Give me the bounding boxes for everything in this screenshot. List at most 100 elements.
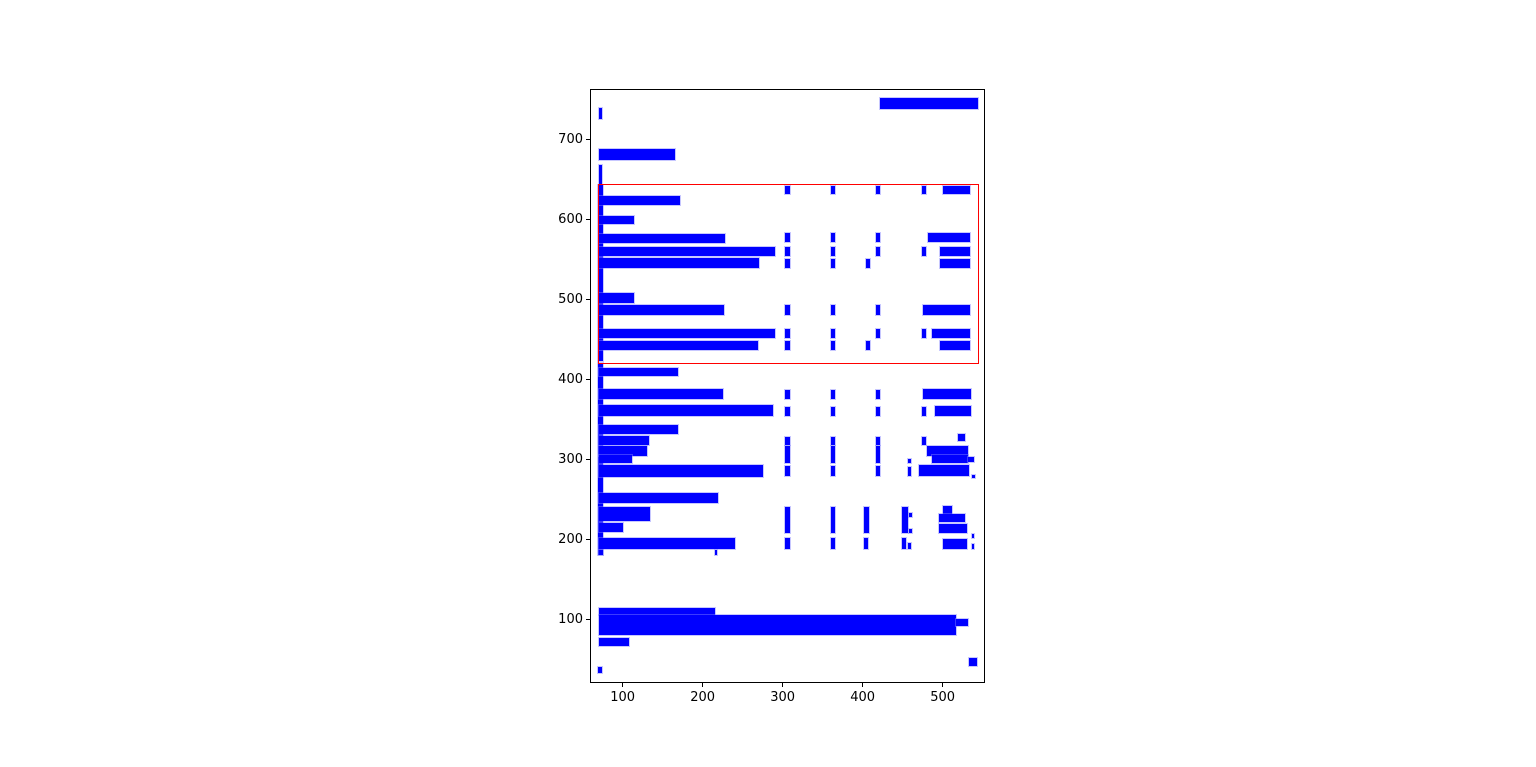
data-rect	[597, 492, 719, 504]
data-rect	[597, 164, 603, 185]
data-rect	[597, 214, 635, 226]
data-rect	[597, 147, 677, 162]
data-rect	[938, 339, 971, 352]
y-tick-mark	[586, 219, 590, 221]
data-rect	[970, 532, 976, 540]
data-rect	[874, 389, 882, 400]
data-rect	[597, 665, 603, 675]
data-rect	[874, 465, 882, 477]
data-rect	[862, 506, 870, 535]
data-rect	[931, 327, 971, 340]
data-rect	[597, 232, 727, 244]
data-rect	[874, 435, 882, 447]
y-tick-label: 600	[558, 211, 583, 227]
x-tick-label: 300	[770, 690, 796, 705]
x-tick-mark	[782, 683, 784, 687]
data-rect	[829, 327, 837, 340]
data-rect	[864, 257, 872, 269]
x-tick-mark	[862, 683, 864, 687]
data-rect	[597, 245, 776, 258]
data-rect	[908, 527, 913, 535]
data-rect	[874, 185, 882, 195]
y-tick-mark	[586, 459, 590, 461]
data-rect	[829, 406, 837, 417]
data-rect	[784, 465, 791, 477]
data-rect	[829, 232, 837, 243]
y-tick-label: 700	[558, 131, 583, 147]
data-rect	[597, 257, 761, 269]
y-tick-label: 100	[558, 611, 583, 627]
data-rect	[921, 388, 972, 400]
data-rect	[784, 339, 791, 352]
data-rect	[597, 607, 716, 617]
data-rect	[784, 232, 791, 243]
data-rect	[874, 327, 882, 340]
data-rect	[829, 389, 837, 400]
data-rect	[901, 537, 908, 550]
data-rect	[917, 464, 971, 477]
data-rect	[597, 537, 737, 550]
data-rect	[920, 185, 927, 195]
data-rect	[968, 656, 979, 667]
data-rect	[597, 304, 726, 316]
data-rect	[784, 506, 791, 535]
data-rect	[597, 292, 635, 304]
data-rect	[829, 245, 837, 258]
data-rect	[784, 435, 791, 447]
data-rect	[784, 245, 791, 258]
data-rect	[971, 473, 976, 480]
data-rect	[829, 185, 837, 195]
data-rect	[874, 445, 882, 464]
data-rect	[874, 304, 882, 316]
data-rect	[829, 435, 837, 447]
data-rect	[938, 245, 971, 258]
y-tick-label: 500	[558, 291, 583, 307]
data-rect	[597, 184, 605, 363]
y-tick-label: 400	[558, 371, 583, 387]
data-rect	[862, 537, 870, 550]
data-rect	[931, 454, 970, 464]
data-rect	[955, 618, 970, 628]
data-rect	[784, 257, 791, 269]
data-rect	[784, 445, 791, 464]
data-rect	[906, 458, 913, 464]
y-tick-label: 300	[558, 451, 583, 467]
data-rect	[784, 304, 791, 316]
data-rect	[920, 435, 927, 447]
x-tick-label: 200	[690, 690, 716, 705]
data-rect	[829, 537, 837, 550]
data-rect	[920, 245, 927, 258]
data-rect	[874, 406, 882, 417]
y-tick-mark	[586, 299, 590, 301]
data-rect	[941, 504, 954, 515]
data-rect	[829, 339, 837, 352]
data-rect	[597, 548, 605, 557]
data-rect	[938, 513, 966, 524]
data-rect	[597, 614, 958, 637]
data-rect	[713, 548, 719, 557]
data-rect	[901, 506, 909, 535]
data-rect	[906, 466, 913, 477]
data-rect	[941, 185, 971, 195]
data-rect	[597, 522, 624, 533]
plot-area: 100 200 300 400 500 100 200 300 400 500 600 700	[558, 89, 985, 705]
data-rect	[908, 511, 913, 519]
data-rect	[874, 245, 882, 258]
x-tick-mark	[702, 683, 704, 687]
data-rect	[829, 257, 837, 269]
data-rect	[597, 636, 631, 647]
data-rect	[920, 406, 927, 417]
data-rect	[784, 327, 791, 340]
data-rect	[966, 456, 975, 464]
data-rect	[597, 107, 603, 121]
data-rect	[829, 465, 837, 477]
data-rect	[597, 505, 651, 523]
data-rect	[597, 464, 764, 478]
data-rect	[784, 537, 791, 550]
data-rect	[597, 388, 725, 400]
data-rect	[784, 389, 791, 400]
y-tick-mark	[586, 539, 590, 541]
data-rect	[597, 327, 776, 340]
data-rect	[597, 445, 648, 457]
